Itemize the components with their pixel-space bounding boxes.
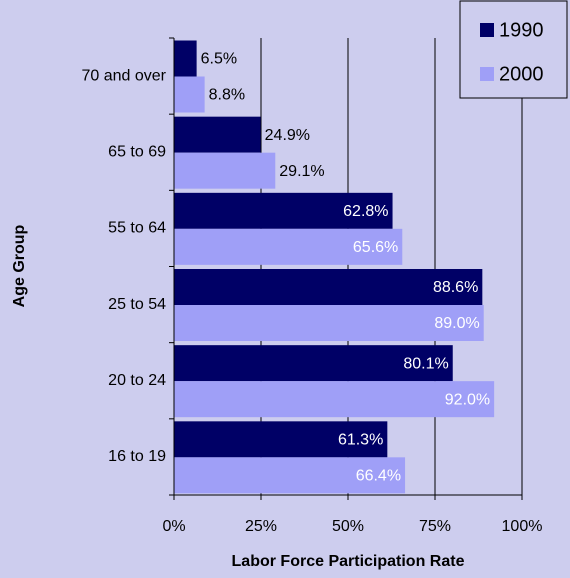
bar [174, 40, 197, 77]
value-label: 80.1% [403, 355, 448, 372]
legend-label: 2000 [499, 63, 544, 85]
value-label: 66.4% [356, 468, 401, 485]
bar [174, 381, 495, 418]
bar [174, 345, 453, 382]
legend-swatch [480, 23, 494, 37]
y-tick-label: 55 to 64 [108, 220, 166, 237]
bar [174, 152, 276, 189]
value-label: 8.8% [209, 87, 245, 104]
y-tick-label: 25 to 54 [108, 296, 166, 313]
value-label: 92.0% [445, 391, 490, 408]
bar [174, 457, 406, 494]
value-label: 6.5% [201, 51, 237, 68]
value-label: 65.6% [353, 239, 398, 256]
x-tick-label: 75% [419, 518, 451, 535]
x-axis-title: Labor Force Participation Rate [232, 553, 465, 570]
legend-swatch [480, 67, 494, 81]
x-tick-label: 0% [162, 518, 185, 535]
value-label: 61.3% [338, 432, 383, 449]
bar [174, 228, 403, 265]
x-tick-label: 25% [245, 518, 277, 535]
y-tick-label: 16 to 19 [108, 448, 166, 465]
y-tick-label: 20 to 24 [108, 372, 166, 389]
bar [174, 305, 484, 341]
x-tick-label: 100% [502, 518, 543, 535]
bar [174, 269, 483, 305]
x-tick-label: 50% [332, 518, 364, 535]
legend-label: 1990 [499, 19, 544, 41]
value-label: 88.6% [433, 279, 478, 296]
y-tick-label: 70 and over [81, 67, 166, 84]
legend-box [459, 0, 568, 99]
y-axis-title: Age Group [11, 224, 28, 307]
value-label: 62.8% [343, 203, 388, 220]
bar [174, 192, 393, 229]
bar [174, 116, 261, 153]
bar [174, 76, 205, 113]
value-label: 89.0% [434, 315, 479, 332]
value-label: 24.9% [265, 127, 310, 144]
y-tick-label: 65 to 69 [108, 143, 166, 160]
bar [174, 421, 388, 458]
value-label: 29.1% [279, 163, 324, 180]
